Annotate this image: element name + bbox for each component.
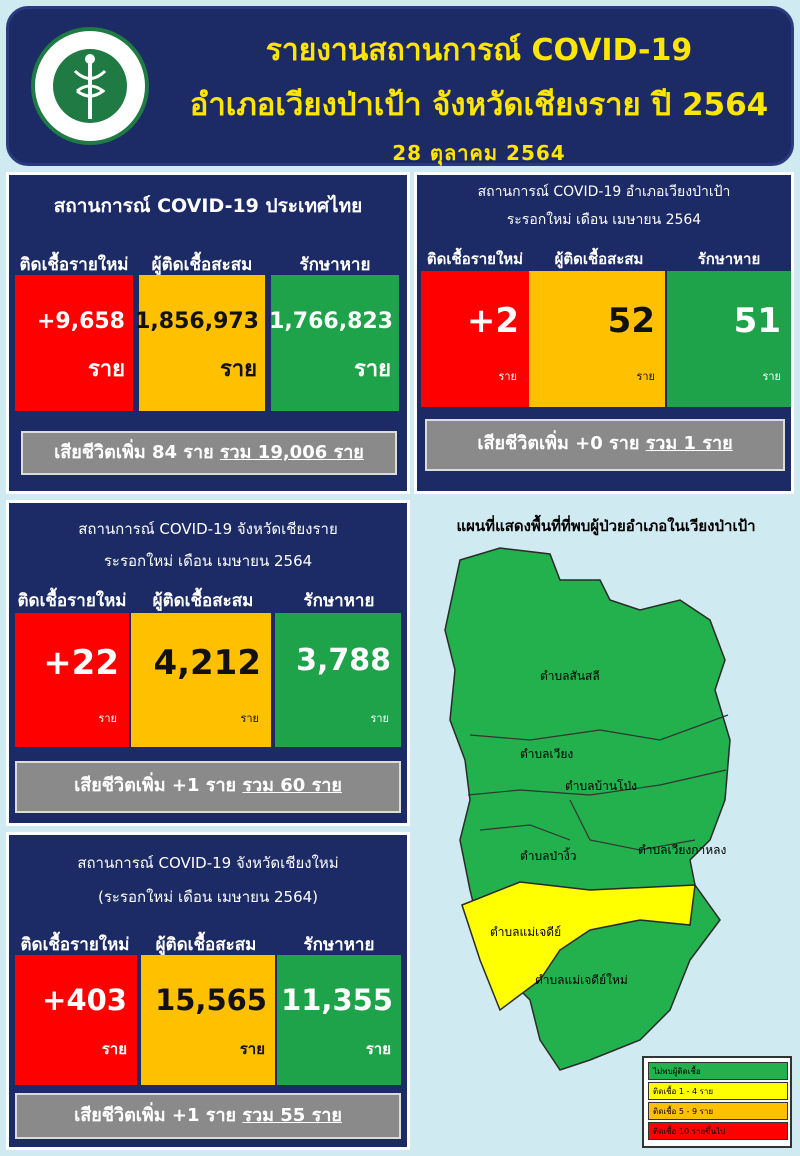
thailand-cumulative-box: 1,856,973 ราย (135, 275, 265, 411)
wiangpapao-cumulative-box: 52 ราย (529, 271, 665, 407)
chiangmai-death-bar: เสียชีวิตเพิ่ม +1 ราย รวม 55 ราย (15, 1093, 401, 1139)
chiangrai-new-box: +22 ราย (15, 613, 129, 747)
chiangrai-new-unit: ราย (98, 712, 117, 725)
chiangrai-cumulative-unit: ราย (240, 712, 259, 725)
label-cumulative: ผู้ติดเชื้อสะสม (155, 935, 257, 955)
wiangpapao-recovered-box: 51 ราย (667, 271, 791, 407)
district-boundary (469, 714, 729, 741)
legend-item-low: ติดเชื้อ 1 - 4 ราย (648, 1082, 788, 1100)
district-label: ตำบลเวียงกาหลง (638, 843, 726, 857)
chiangmai-cumulative-box: 15,565 ราย (141, 955, 275, 1085)
wiangpapao-recovered-unit: ราย (762, 370, 781, 383)
thailand-death-total: รวม 19,006 ราย (219, 442, 364, 463)
thailand-death-bar: เสียชีวิตเพิ่ม 84 ราย รวม 19,006 ราย (21, 431, 397, 475)
chiangrai-title: สถานการณ์ COVID-19 จังหวัดเชียงราย (78, 520, 338, 538)
chiangmai-new-unit: ราย (101, 1040, 127, 1058)
chiangrai-subtitle: ระรอกใหม่ เดือน เมษายน 2564 (103, 552, 313, 570)
thailand-panel: สถานการณ์ COVID-19 ประเทศไทย ติดเชื้อราย… (6, 172, 410, 494)
district-label: ตำบลแม่เจดีย์ (490, 925, 561, 939)
thailand-cumulative-unit: ราย (219, 357, 257, 382)
wiangpapao-panel: สถานการณ์ COVID-19 อำเภอเวียงป่าเป้า ระร… (414, 172, 794, 494)
legend-item-mid: ติดเชื้อ 5 - 9 ราย (648, 1102, 788, 1120)
report-title: รายงานสถานการณ์ COVID-19 (265, 33, 693, 68)
chiangmai-death-text: เสียชีวิตเพิ่ม +1 ราย (74, 1105, 243, 1126)
chiangmai-new-box: +403 ราย (15, 955, 137, 1085)
chiangmai-death-total: รวม 55 ราย (242, 1105, 342, 1126)
label-recovered: รักษาหาย (303, 935, 375, 955)
wiangpapao-new-unit: ราย (498, 370, 517, 383)
wiangpapao-death-text: เสียชีวิตเพิ่ม +0 ราย (477, 433, 646, 454)
ministry-logo (31, 27, 149, 145)
wiangpapao-title: สถานการณ์ COVID-19 อำเภอเวียงป่าเป้า (477, 184, 731, 200)
district-label: ตำบลบ้านโป่ง (565, 779, 637, 793)
district-boundary (467, 769, 727, 796)
chiangrai-cumulative-value: 4,212 (153, 643, 261, 683)
district-yellow-area (461, 881, 696, 1012)
chiangmai-cumulative-value: 15,565 (155, 983, 267, 1017)
chiangrai-cumulative-box: 4,212 ราย (131, 613, 271, 747)
report-date: 28 ตุลาคม 2564 (392, 141, 566, 165)
wiangpapao-recovered-value: 51 (733, 301, 781, 341)
label-cumulative: ผู้ติดเชื้อสะสม (554, 250, 644, 268)
district-label: ตำบลสันสลี (540, 669, 600, 683)
label-new: ติดเชื้อรายใหม่ (426, 250, 524, 268)
label-new: ติดเชื้อรายใหม่ (19, 255, 129, 275)
chiangrai-recovered-box: 3,788 ราย (275, 613, 401, 747)
label-recovered: รักษาหาย (299, 255, 371, 275)
map-title: แผนที่แสดงพื้นที่ที่พบผู้ป่วยอำเภอในเวีย… (456, 517, 756, 535)
legend-item-high: ติดเชื้อ 10 รายขึ้นไป (648, 1122, 788, 1140)
district-label: ตำบลป่างิ้ว (520, 847, 576, 863)
thailand-new-value: +9,658 (36, 309, 125, 334)
thailand-recovered-value: 1,766,823 (269, 309, 393, 334)
district-green-area (444, 547, 731, 1071)
wiangpapao-new-box: +2 ราย (421, 271, 529, 407)
chiangmai-recovered-value: 11,355 (281, 983, 393, 1017)
chiangrai-recovered-unit: ราย (370, 712, 389, 725)
chiangmai-panel: สถานการณ์ COVID-19 จังหวัดเชียงใหม่ (ระร… (6, 832, 410, 1150)
chiangmai-subtitle: (ระรอกใหม่ เดือน เมษายน 2564) (97, 888, 319, 906)
chiangrai-panel: สถานการณ์ COVID-19 จังหวัดเชียงราย ระรอก… (6, 500, 410, 826)
label-recovered: รักษาหาย (697, 250, 761, 268)
chiangrai-death-bar: เสียชีวิตเพิ่ม +1 ราย รวม 60 ราย (15, 761, 401, 813)
district-boundary (479, 824, 571, 841)
thailand-recovered-box: 1,766,823 ราย (269, 275, 399, 411)
header-banner: รายงานสถานการณ์ COVID-19 อำเภอเวียงป่าเป… (6, 6, 794, 166)
district-boundary (569, 799, 696, 851)
thailand-new-box: +9,658 ราย (15, 275, 133, 411)
thailand-cumulative-value: 1,856,973 (135, 309, 259, 334)
label-new: ติดเชื้อรายใหม่ (17, 591, 127, 611)
wiangpapao-death-total: รวม 1 ราย (645, 433, 733, 454)
district-label: ตำบลแม่เจดีย์ใหม่ (535, 973, 628, 987)
thailand-new-unit: ราย (87, 357, 125, 382)
chiangmai-recovered-box: 11,355 ราย (277, 955, 401, 1085)
wiangpapao-subtitle: ระรอกใหม่ เดือน เมษายน 2564 (506, 212, 702, 228)
wiangpapao-death-bar: เสียชีวิตเพิ่ม +0 ราย รวม 1 ราย (425, 419, 785, 471)
label-new: ติดเชื้อรายใหม่ (20, 935, 130, 955)
thailand-recovered-unit: ราย (353, 357, 391, 382)
wiangpapao-cumulative-value: 52 (607, 301, 655, 341)
report-subtitle: อำเภอเวียงป่าเป้า จังหวัดเชียงราย ปี 256… (189, 87, 769, 123)
wiangpapao-new-value: +2 (466, 301, 519, 341)
label-cumulative: ผู้ติดเชื้อสะสม (151, 255, 253, 275)
district-label: ตำบลเวียง (520, 747, 573, 761)
chiangrai-death-total: รวม 60 ราย (242, 775, 342, 796)
district-map: ตำบลสันสลี ตำบลเวียง ตำบลบ้านโป่ง ตำบลป่… (444, 547, 731, 1071)
label-cumulative: ผู้ติดเชื้อสะสม (152, 591, 254, 611)
thailand-death-text: เสียชีวิตเพิ่ม 84 ราย (54, 442, 220, 463)
chiangmai-title: สถานการณ์ COVID-19 จังหวัดเชียงใหม่ (77, 854, 339, 872)
map-legend: ไม่พบผู้ติดเชื้อ ติดเชื้อ 1 - 4 ราย ติดเ… (642, 1056, 792, 1148)
logo-emblem-icon (73, 54, 107, 119)
wiangpapao-cumulative-unit: ราย (636, 370, 655, 383)
chiangrai-new-value: +22 (43, 643, 119, 683)
chiangmai-recovered-unit: ราย (365, 1040, 391, 1058)
chiangrai-death-text: เสียชีวิตเพิ่ม +1 ราย (74, 775, 243, 796)
legend-item-none: ไม่พบผู้ติดเชื้อ (648, 1062, 788, 1080)
chiangrai-recovered-value: 3,788 (296, 643, 391, 678)
chiangmai-new-value: +403 (42, 983, 127, 1017)
chiangmai-cumulative-unit: ราย (239, 1040, 265, 1058)
thailand-title: สถานการณ์ COVID-19 ประเทศไทย (53, 195, 363, 217)
label-recovered: รักษาหาย (303, 591, 375, 611)
